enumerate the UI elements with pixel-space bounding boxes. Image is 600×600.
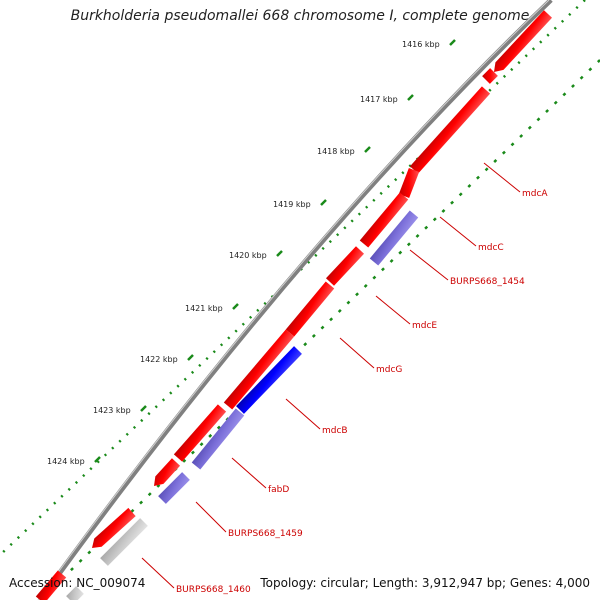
gene-leader-line [141, 557, 175, 589]
map-title: Burkholderia pseudomallei 668 chromosome… [70, 8, 530, 24]
gene-arrow [191, 408, 245, 470]
tick-mark [407, 94, 414, 101]
tick-label: 1421 kbp [185, 304, 223, 313]
gene-leader-line [285, 398, 321, 430]
gene-label: BURPS668_1459 [228, 529, 303, 539]
gene-arrow [35, 570, 67, 600]
tick-mark [94, 456, 101, 463]
gene-label: fabD [268, 485, 289, 495]
tick-label: 1418 kbp [317, 147, 355, 156]
gene-arrow [409, 86, 491, 174]
tick-label: 1420 kbp [229, 251, 267, 260]
tick-label: 1424 kbp [47, 457, 85, 466]
tick-mark [140, 405, 147, 412]
gene-arrow [359, 192, 409, 248]
gene-label: mdcA [522, 189, 548, 199]
gene-arrow [325, 246, 365, 286]
gene-label: BURPS668_1460 [176, 585, 251, 595]
gene-arrow [285, 281, 335, 337]
gene-leader-line [375, 295, 411, 325]
gene-leader-line [231, 457, 267, 489]
gene-leader-line [409, 249, 449, 281]
label-group: mdcA mdcC BURPS668_1454 mdcE mdcG mdcB fabD BUR… [141, 162, 548, 595]
gene-arrow [92, 507, 136, 548]
tick-label: 1419 kbp [273, 200, 311, 209]
gene-leader-line [195, 501, 227, 533]
tick-mark [187, 354, 194, 361]
tick-group: 1416 kbp 1417 kbp 1418 kbp 1419 kbp 1420 kbp… [47, 39, 456, 466]
gene-label: mdcG [376, 365, 402, 375]
gene-leader-line [339, 337, 375, 369]
gene-arrow [153, 458, 181, 486]
tick-label: 1423 kbp [93, 406, 131, 415]
inner-tick-line [39, 59, 600, 600]
gene-label: mdcE [412, 321, 437, 331]
tick-mark [320, 199, 327, 206]
genome-backbone-highlight [37, 0, 550, 600]
gene-arrow [369, 210, 419, 266]
tick-label: 1416 kbp [402, 40, 440, 49]
tick-mark [449, 39, 456, 46]
gene-leader-line [439, 216, 477, 247]
gene-label: mdcB [322, 426, 348, 436]
gene-label: mdcC [478, 243, 504, 253]
gene-arrow [494, 10, 553, 73]
gene-arrow [398, 168, 420, 198]
tick-mark [276, 250, 283, 257]
gene-arrow [223, 329, 295, 410]
tick-label: 1422 kbp [140, 355, 178, 364]
gene-leader-line [483, 162, 521, 193]
gene-label: BURPS668_1454 [450, 277, 525, 287]
tick-mark [364, 146, 371, 153]
gene-arrow [100, 518, 148, 566]
tick-label: 1417 kbp [360, 95, 398, 104]
genome-backbone [37, 0, 553, 600]
outer-tick-line [0, 0, 586, 556]
gene-arrow [482, 68, 498, 84]
gene-arrow [173, 404, 227, 462]
gene-group [35, 10, 553, 600]
gene-arrow [158, 472, 190, 504]
gene-arrow [236, 346, 302, 414]
tick-mark [232, 303, 239, 310]
genome-summary-text: Topology: circular; Length: 3,912,947 bp… [260, 576, 590, 590]
gene-arrow [66, 586, 84, 600]
accession-text: Accession: NC_009074 [9, 576, 146, 590]
